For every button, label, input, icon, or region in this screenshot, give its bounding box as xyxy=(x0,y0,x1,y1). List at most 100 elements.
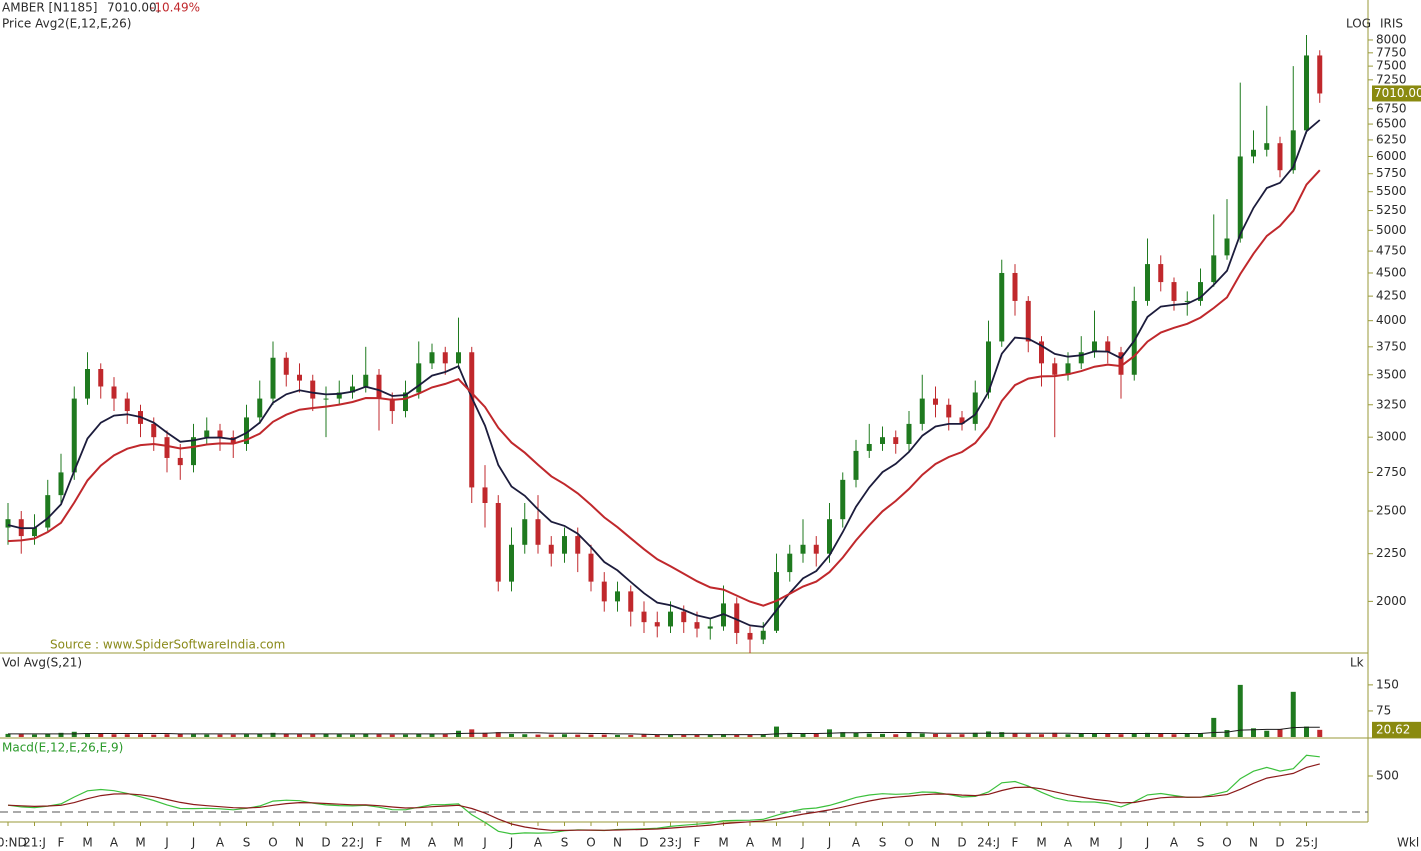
x-tick-label: D xyxy=(321,836,330,850)
x-tick-label: J xyxy=(1118,836,1123,850)
candle-body xyxy=(1039,341,1044,364)
timeframe[interactable]: Wkl xyxy=(1397,836,1419,850)
candle-body xyxy=(1211,255,1217,283)
volume-bar xyxy=(760,734,766,737)
volume-bar xyxy=(880,733,885,737)
x-tick-label: S xyxy=(561,836,569,850)
candle-body xyxy=(310,380,316,399)
candle-body xyxy=(1198,282,1203,301)
y-tick-label: 7750 xyxy=(1376,45,1407,59)
x-tick-label: A xyxy=(852,836,861,850)
x-tick-label: M xyxy=(771,836,781,850)
y-tick-label: 5250 xyxy=(1376,203,1407,217)
y-tick-label: 5750 xyxy=(1376,166,1407,180)
volume-bar xyxy=(628,734,634,737)
volume-bar xyxy=(18,734,24,737)
volume-bar xyxy=(774,726,779,737)
macd-line xyxy=(7,763,1320,832)
x-tick-label: 25:J xyxy=(1295,836,1318,850)
volume-bar xyxy=(416,733,422,737)
volume-bar xyxy=(668,734,673,737)
candle-body xyxy=(946,404,952,418)
y-tick-label: 150 xyxy=(1376,677,1399,691)
candle-body xyxy=(1171,282,1177,301)
candle-body xyxy=(1118,352,1124,375)
volume-bar xyxy=(111,734,117,737)
candle-body xyxy=(535,519,541,545)
candle-body xyxy=(270,357,276,399)
volume-bar xyxy=(1251,728,1256,737)
candle-body xyxy=(336,392,342,399)
scale-mode[interactable]: IRIS xyxy=(1380,17,1403,31)
candle-body xyxy=(1065,363,1071,375)
x-tick-label: A xyxy=(746,836,755,850)
volume-bar xyxy=(244,734,249,737)
candle-body xyxy=(230,437,236,444)
candle-body xyxy=(800,544,806,554)
candle-body xyxy=(1264,143,1270,150)
x-tick-label: S xyxy=(1197,836,1205,850)
x-tick-label: A xyxy=(1064,836,1073,850)
candle-body xyxy=(1184,300,1190,302)
volume-bar xyxy=(376,734,382,737)
candle-body xyxy=(442,352,448,364)
candle-body xyxy=(588,553,594,582)
volume-bar xyxy=(429,733,435,737)
x-tick-label: A xyxy=(534,836,543,850)
moving-average xyxy=(7,169,1321,607)
volume-bar xyxy=(509,733,514,737)
x-tick-label: M xyxy=(1089,836,1099,850)
scale-mode[interactable]: LOG xyxy=(1346,17,1371,31)
candle-body xyxy=(813,544,819,554)
volume-unit: Lk xyxy=(1350,656,1364,670)
volume-bar xyxy=(177,733,183,737)
candle-body xyxy=(575,536,581,554)
y-tick-label: 2250 xyxy=(1376,546,1407,560)
volume-bar xyxy=(230,734,236,737)
candle-body xyxy=(787,553,793,573)
x-tick-label: F xyxy=(694,836,701,850)
volume-bar xyxy=(124,734,130,737)
y-tick-label: 6250 xyxy=(1376,132,1407,146)
y-tick-label: 4250 xyxy=(1376,289,1407,303)
volume-bar xyxy=(787,732,793,737)
marks xyxy=(0,34,1421,835)
candle-body xyxy=(1158,264,1164,283)
candle-body xyxy=(986,341,991,393)
x-tick-label: F xyxy=(1012,836,1019,850)
x-tick-label: M xyxy=(82,836,92,850)
y-tick-label: 2750 xyxy=(1376,465,1407,479)
candle-body xyxy=(1224,238,1230,256)
volume-bar xyxy=(98,733,104,737)
candle-body xyxy=(1290,130,1296,171)
volume-bar xyxy=(1198,733,1203,737)
candle-body xyxy=(389,398,395,412)
candle-body xyxy=(999,272,1005,342)
volume-bar xyxy=(283,733,289,737)
volume-bar xyxy=(641,734,647,737)
x-tick-label: 22:J xyxy=(341,836,364,850)
volume-bar xyxy=(840,732,846,737)
candle-body xyxy=(45,495,51,528)
volume-bar xyxy=(403,734,408,737)
volume-title: Vol Avg(S,21) xyxy=(2,656,82,670)
volume-bar xyxy=(191,734,196,737)
volume-bar xyxy=(575,734,581,737)
volume-bar xyxy=(1078,733,1084,737)
volume-bar xyxy=(906,732,912,737)
volume-bar xyxy=(389,734,395,737)
y-tick-label: 3000 xyxy=(1376,430,1407,444)
last-volume-label: 20.62 xyxy=(1376,722,1410,736)
volume-bar xyxy=(442,734,448,737)
candle-body xyxy=(760,630,766,640)
volume-bar xyxy=(5,733,11,737)
volume-bar xyxy=(615,734,620,737)
volume-bar xyxy=(1304,726,1309,737)
candle-body xyxy=(548,544,554,554)
candle-body xyxy=(297,374,302,381)
x-tick-label: M xyxy=(400,836,410,850)
volume-bar xyxy=(363,733,369,737)
volume-bar xyxy=(270,732,276,737)
volume-bar xyxy=(919,733,925,737)
